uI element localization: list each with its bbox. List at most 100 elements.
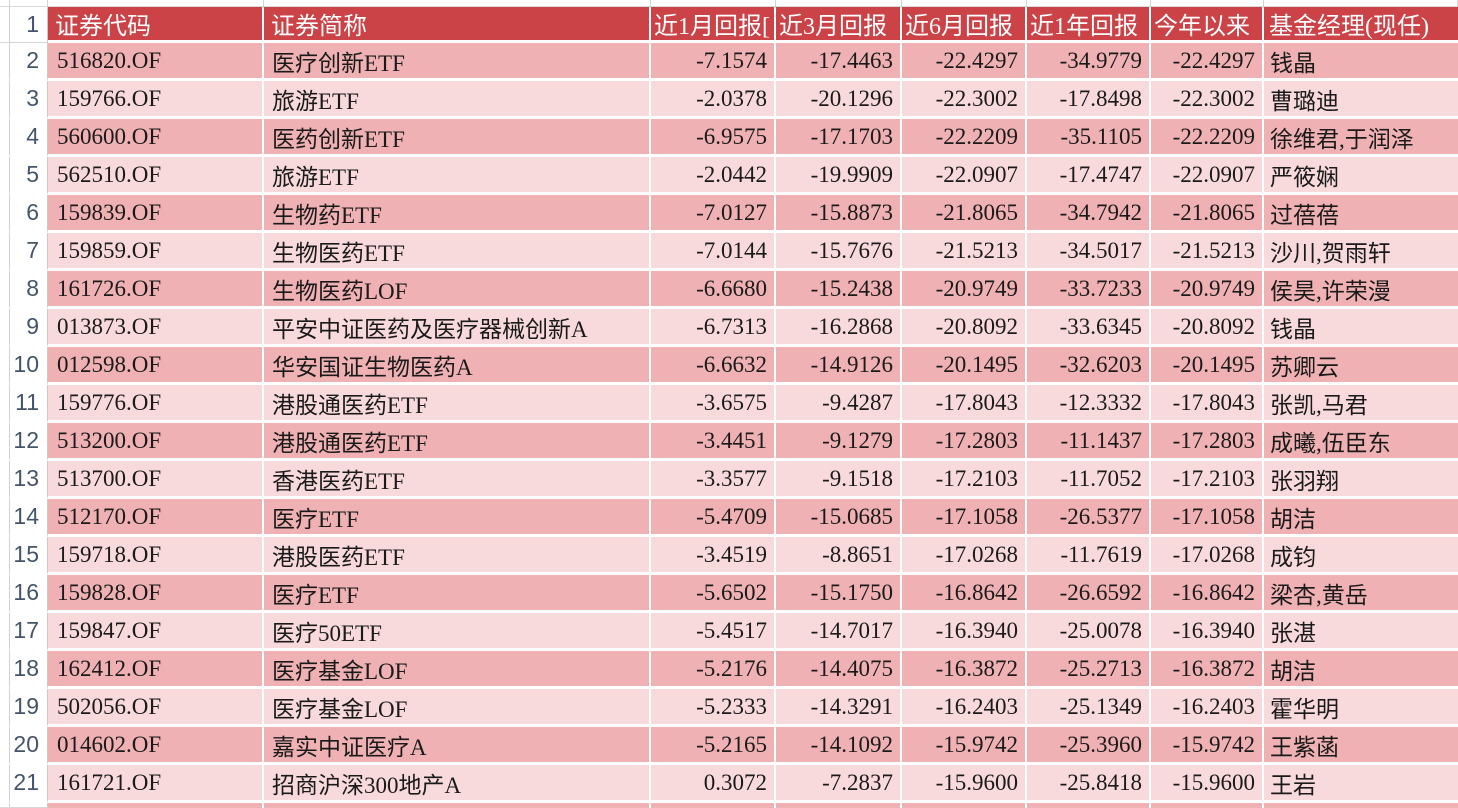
cell-fund-manager[interactable]: 钱晶 [1264,43,1458,81]
cell-return-1y[interactable]: -34.5017 [1027,233,1151,271]
cell-return-3m[interactable]: -17.1703 [776,119,902,157]
cell-return-3m[interactable]: -9.1279 [776,423,902,461]
cell-return-6m[interactable]: -17.8043 [902,385,1027,423]
cell-return-1m[interactable]: -5.4517 [651,613,776,651]
cell-return-3m[interactable]: -15.1750 [776,575,902,613]
cell-security-name[interactable]: 香港医药ETF [264,461,651,499]
cell-return-1m[interactable]: -3.6575 [651,385,776,423]
cell-return-1y[interactable]: -33.7233 [1027,271,1151,309]
cell-fund-manager[interactable]: 钱晶 [1264,309,1458,347]
cell-return-6m[interactable]: -22.2209 [902,119,1027,157]
cell-fund-manager[interactable]: 侯昊,许荣漫 [1264,271,1458,309]
cell-return-1m[interactable]: -6.6680 [651,271,776,309]
cell-return-1m[interactable]: -5.2333 [651,689,776,727]
cell-return-6m[interactable]: -15.9742 [902,727,1027,765]
cell-security-name[interactable]: 医药创新ETF [264,119,651,157]
cell-return-6m[interactable]: -21.8065 [902,195,1027,233]
cell-fund-manager[interactable]: 王岩 [1264,765,1458,803]
cell-security-code[interactable]: 162412.OF [48,651,264,689]
cell-ytd[interactable]: -15.9742 [1151,727,1264,765]
cell-return-1m[interactable]: -6.6632 [651,347,776,385]
cell-return-6m[interactable]: -16.3872 [902,651,1027,689]
cell-security-code[interactable]: 012598.OF [48,347,264,385]
cell-return-1y[interactable]: -11.7619 [1027,537,1151,575]
cell-return-1y[interactable]: -26.5377 [1027,499,1151,537]
cell-return-1y[interactable]: -25.2713 [1027,651,1151,689]
cell-return-3m[interactable]: -14.3291 [776,689,902,727]
cell-return-3m[interactable]: -15.7676 [776,233,902,271]
cell-return-6m[interactable]: -15.9600 [902,765,1027,803]
cell-security-name[interactable]: 嘉实中证医疗A [264,727,651,765]
cell-fund-manager[interactable]: 梁杏,黄岳 [1264,575,1458,613]
cell-return-1m[interactable]: -5.4709 [651,499,776,537]
cell-return-1m[interactable]: -5.6502 [651,575,776,613]
cell-fund-manager[interactable]: 成曦,伍臣东 [1264,423,1458,461]
cell-return-1y[interactable]: -32.6203 [1027,347,1151,385]
row-number[interactable]: 9 [10,309,48,347]
cell-return-6m[interactable]: -20.9749 [902,271,1027,309]
column-header-return-3m[interactable]: 近3月回报 [776,7,902,43]
cell-return-1y[interactable]: -25.0078 [1027,613,1151,651]
cell-ytd[interactable]: -16.3940 [1151,613,1264,651]
cell-return-3m[interactable]: -15.8873 [776,195,902,233]
cell-security-name[interactable]: 医疗基金LOF [264,689,651,727]
row-number[interactable]: 21 [10,765,48,803]
cell-security-name[interactable]: 港股医药ETF [264,537,651,575]
cell-return-3m[interactable]: -14.7017 [776,613,902,651]
cell-return-3m[interactable]: -8.8651 [776,537,902,575]
cell-return-1y[interactable]: -25.3960 [1027,727,1151,765]
row-number[interactable]: 8 [10,271,48,309]
cell-return-6m[interactable]: -22.0907 [902,157,1027,195]
cell-security-name[interactable]: 平安中证医药及医疗器械创新A [264,309,651,347]
cell-fund-manager[interactable]: 胡洁 [1264,651,1458,689]
row-number[interactable]: 3 [10,81,48,119]
cell-security-name[interactable]: 医疗50ETF [264,613,651,651]
cell-security-code[interactable]: 159776.OF [48,385,264,423]
cell-return-6m[interactable]: -17.2103 [902,461,1027,499]
row-number[interactable]: 6 [10,195,48,233]
cell-security-code[interactable]: 562510.OF [48,157,264,195]
cell-return-1m[interactable]: -7.0127 [651,195,776,233]
cell-security-code[interactable]: 161726.OF [48,271,264,309]
cell-security-name[interactable]: 医疗ETF [264,499,651,537]
cell-ytd[interactable]: -17.8043 [1151,385,1264,423]
cell-return-3m[interactable]: -14.1092 [776,727,902,765]
cell-ytd[interactable]: -16.8642 [1151,575,1264,613]
cell-fund-manager[interactable]: 张凯,马君 [1264,385,1458,423]
cell-fund-manager[interactable]: 张羽翔 [1264,461,1458,499]
cell-return-1m[interactable]: 0.3072 [651,765,776,803]
cell-security-name[interactable]: 旅游ETF [264,81,651,119]
cell-ytd[interactable]: -20.9749 [1151,271,1264,309]
cell-return-3m[interactable]: -15.2438 [776,271,902,309]
cell-security-name[interactable]: 医疗基金LOF [264,651,651,689]
cell-fund-manager[interactable]: 严筱娴 [1264,157,1458,195]
cell-ytd[interactable]: -21.8065 [1151,195,1264,233]
cell-return-3m[interactable]: -20.1296 [776,81,902,119]
cell-return-1y[interactable]: -25.1349 [1027,689,1151,727]
cell-security-name[interactable]: 生物医药ETF [264,233,651,271]
cell-security-name[interactable]: 旅游ETF [264,157,651,195]
cell-return-3m[interactable]: -7.2837 [776,765,902,803]
cell-fund-manager[interactable]: 王紫菡 [1264,727,1458,765]
cell-ytd[interactable]: -17.0268 [1151,537,1264,575]
cell-security-name[interactable]: 医疗ETF [264,575,651,613]
column-header-return-1m[interactable]: 近1月回报[ [651,7,776,43]
cell-return-1m[interactable]: -6.9575 [651,119,776,157]
cell-security-code[interactable]: 159847.OF [48,613,264,651]
cell-return-1m[interactable]: -6.7313 [651,309,776,347]
cell-return-6m[interactable]: -20.8092 [902,309,1027,347]
cell-return-1m[interactable]: -3.4519 [651,537,776,575]
cell-fund-manager[interactable]: 胡洁 [1264,499,1458,537]
cell-ytd[interactable]: -22.2209 [1151,119,1264,157]
cell-return-6m[interactable]: -16.3940 [902,613,1027,651]
cell-security-name[interactable]: 港股通医药ETF [264,423,651,461]
row-number[interactable]: 16 [10,575,48,613]
cell-return-1y[interactable]: -11.1437 [1027,423,1151,461]
row-number[interactable]: 1 [10,7,48,43]
cell-ytd[interactable]: -22.0907 [1151,157,1264,195]
cell-ytd[interactable]: -20.1495 [1151,347,1264,385]
cell-security-code[interactable]: 014602.OF [48,727,264,765]
cell-security-name[interactable]: 生物医药LOF [264,271,651,309]
cell-return-6m[interactable]: -16.8642 [902,575,1027,613]
cell-return-1y[interactable]: -34.9779 [1027,43,1151,81]
